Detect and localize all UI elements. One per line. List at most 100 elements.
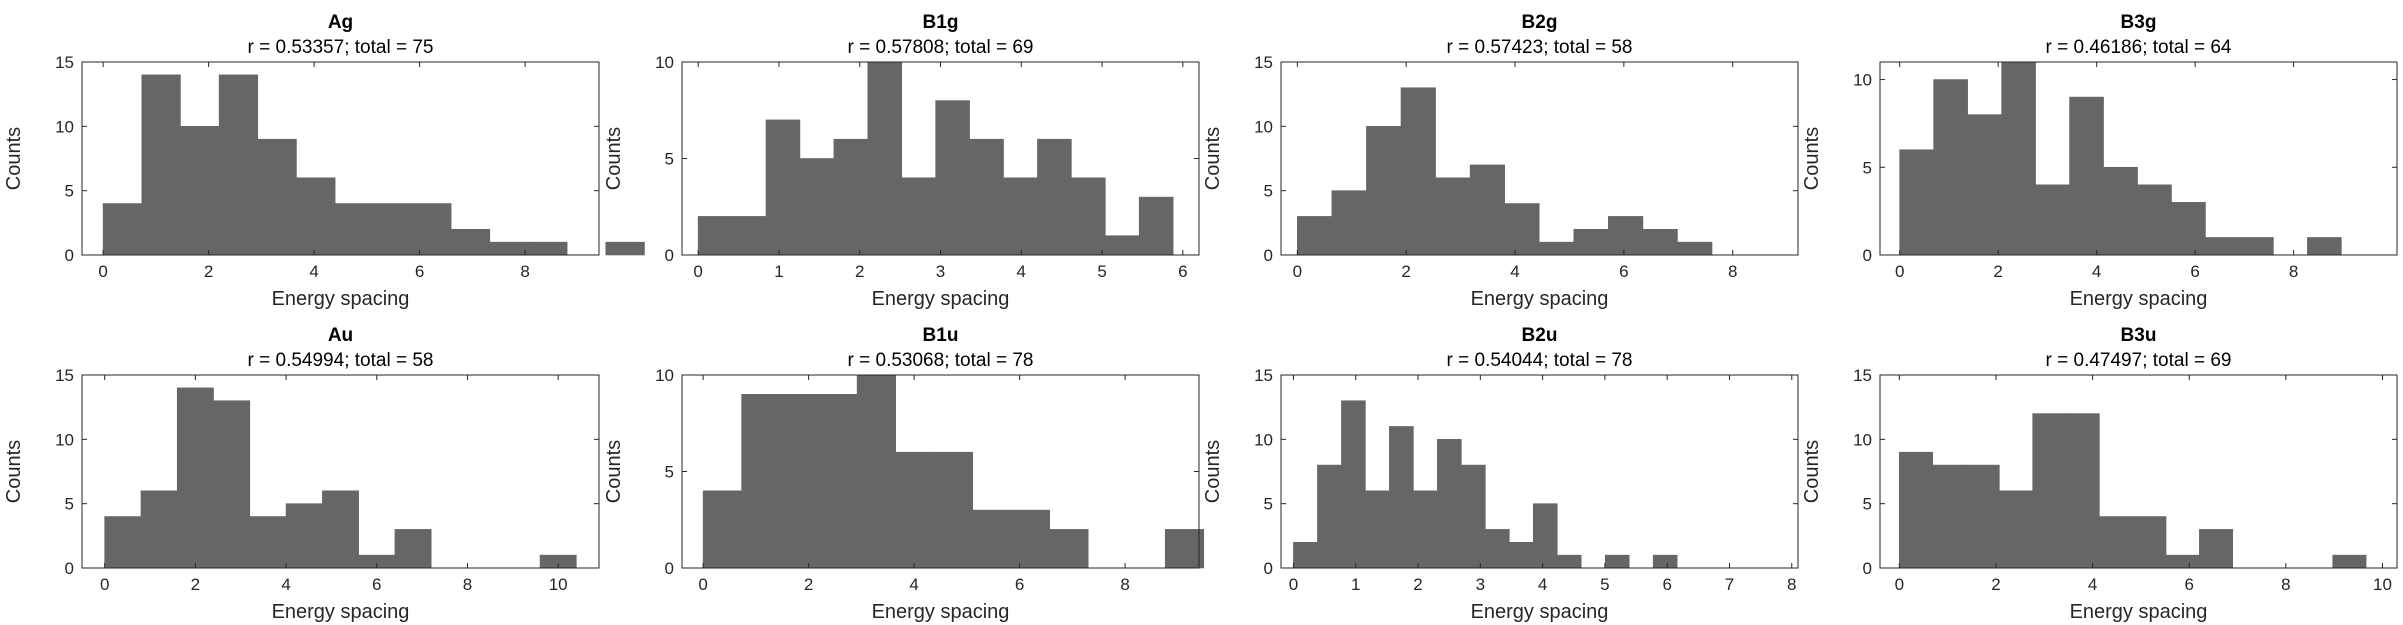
histogram-bar	[969, 138, 1004, 256]
histogram-bar	[1317, 464, 1342, 569]
histogram-bar	[2069, 96, 2104, 256]
x-tick-label: 10	[549, 575, 568, 594]
histogram-bar	[933, 451, 973, 569]
histogram-bar	[1104, 235, 1140, 256]
x-axis-label: Energy spacing	[872, 288, 1010, 310]
x-tick-label: 8	[520, 262, 529, 281]
y-axis-label: Counts	[1801, 440, 1823, 503]
histogram-bar	[1413, 490, 1438, 569]
x-tick-label: 0	[693, 262, 702, 281]
y-axis-label: Counts	[1801, 127, 1823, 190]
histogram-bar	[322, 490, 359, 569]
x-tick-label: 4	[281, 575, 290, 594]
histogram-bar	[102, 203, 143, 256]
x-tick-label: 6	[1619, 262, 1628, 281]
panel-title: Au	[328, 325, 353, 346]
histogram-bar	[141, 74, 181, 256]
y-tick-label: 15	[1853, 366, 1872, 385]
histogram-bar	[1037, 138, 1072, 256]
x-tick-label: 7	[1725, 575, 1734, 594]
y-tick-label: 0	[1863, 246, 1872, 265]
histogram-bar	[450, 228, 491, 256]
histogram-bar	[1573, 228, 1609, 256]
y-axis-label: Counts	[3, 127, 25, 190]
histogram-bar	[2239, 237, 2274, 256]
histogram-panel-au: Au r = 0.54994; total = 58 0 2 4 6 8 10 0 5 10 15 En…	[3, 325, 600, 623]
y-tick-label: 0	[665, 246, 674, 265]
x-tick-label: 4	[909, 575, 918, 594]
histogram-bar	[1532, 503, 1558, 569]
histogram-bar	[799, 158, 835, 256]
y-tick-label: 5	[1863, 158, 1872, 177]
panel-subtitle: r = 0.54994; total = 58	[248, 350, 434, 371]
histogram-bar	[1999, 490, 2033, 569]
x-tick-label: 2	[1413, 575, 1422, 594]
x-axis-label: Energy spacing	[1471, 288, 1609, 310]
histogram-panel-b2u: B2u r = 0.54044; total = 78 0 1 2 3 4 5 6 7 8 0 5 10 1…	[1202, 325, 1799, 623]
histogram-bar	[1138, 196, 1174, 256]
panel-subtitle: r = 0.53357; total = 75	[248, 37, 434, 58]
y-tick-label: 0	[665, 559, 674, 578]
histogram-bar	[1010, 509, 1051, 569]
y-tick-label: 10	[55, 117, 74, 136]
histogram-bar	[180, 126, 220, 256]
histogram-bar	[1400, 87, 1436, 256]
histogram-bar	[2132, 516, 2167, 569]
panel-title: B1u	[923, 325, 959, 346]
histogram-bar	[1965, 464, 2000, 569]
histogram-bar	[1003, 177, 1038, 256]
histogram-bar	[373, 203, 413, 256]
y-tick-label: 5	[65, 182, 74, 201]
y-tick-label: 5	[665, 150, 674, 169]
x-axis-label: Energy spacing	[1471, 601, 1609, 623]
histogram-bar	[2001, 61, 2036, 256]
histogram-bar	[1677, 241, 1713, 256]
histogram-bar	[1469, 164, 1505, 256]
histogram-bar	[1341, 400, 1366, 569]
x-tick-label: 4	[1510, 262, 1519, 281]
histogram-bar	[1933, 79, 1968, 256]
x-tick-label: 2	[191, 575, 200, 594]
y-axis-label: Counts	[1202, 440, 1224, 503]
histogram-bar	[818, 393, 858, 569]
histogram-bar	[104, 516, 142, 569]
x-tick-label: 4	[2088, 575, 2097, 594]
y-tick-label: 15	[1254, 53, 1273, 72]
histogram-bar	[741, 393, 781, 569]
y-tick-label: 0	[1264, 246, 1273, 265]
x-tick-label: 0	[1895, 262, 1904, 281]
x-tick-label: 2	[855, 262, 864, 281]
panel-title: B2u	[1522, 325, 1558, 346]
x-tick-label: 5	[1097, 262, 1106, 281]
x-tick-label: 0	[1293, 262, 1302, 281]
x-tick-label: 6	[372, 575, 381, 594]
histogram-panel-b1g: B1g r = 0.57808; total = 69 0 1 2 3 4 5 6 0 5 10 Ene…	[603, 12, 1200, 310]
x-tick-label: 8	[1120, 575, 1129, 594]
y-axis-label: Counts	[1202, 127, 1224, 190]
y-axis-label: Counts	[3, 440, 25, 503]
x-tick-label: 2	[204, 262, 213, 281]
histogram-bar	[1435, 177, 1471, 256]
histogram-bar	[176, 387, 214, 569]
y-axis-label: Counts	[603, 440, 625, 503]
histogram-bar	[2199, 529, 2234, 569]
x-axis-label: Energy spacing	[272, 288, 410, 310]
histogram-bar	[394, 529, 432, 569]
y-tick-label: 0	[65, 559, 74, 578]
x-tick-label: 6	[1178, 262, 1187, 281]
histogram-bar	[2099, 516, 2134, 569]
plot-area-frame	[1280, 374, 1799, 569]
histogram-bar	[833, 138, 869, 256]
x-tick-label: 2	[804, 575, 813, 594]
histogram-bar	[1642, 228, 1678, 256]
x-tick-label: 10	[2373, 575, 2392, 594]
x-tick-label: 2	[1991, 575, 2000, 594]
y-tick-label: 10	[1254, 117, 1273, 136]
x-tick-label: 6	[1662, 575, 1671, 594]
x-tick-label: 8	[2289, 262, 2298, 281]
y-tick-label: 15	[55, 53, 74, 72]
panel-title: B3u	[2121, 325, 2157, 346]
histogram-panel-ag: Ag r = 0.53357; total = 75 0 2 4 6 8 0 5 10 15 Ener…	[3, 12, 645, 310]
histogram-bar	[2065, 413, 2100, 569]
